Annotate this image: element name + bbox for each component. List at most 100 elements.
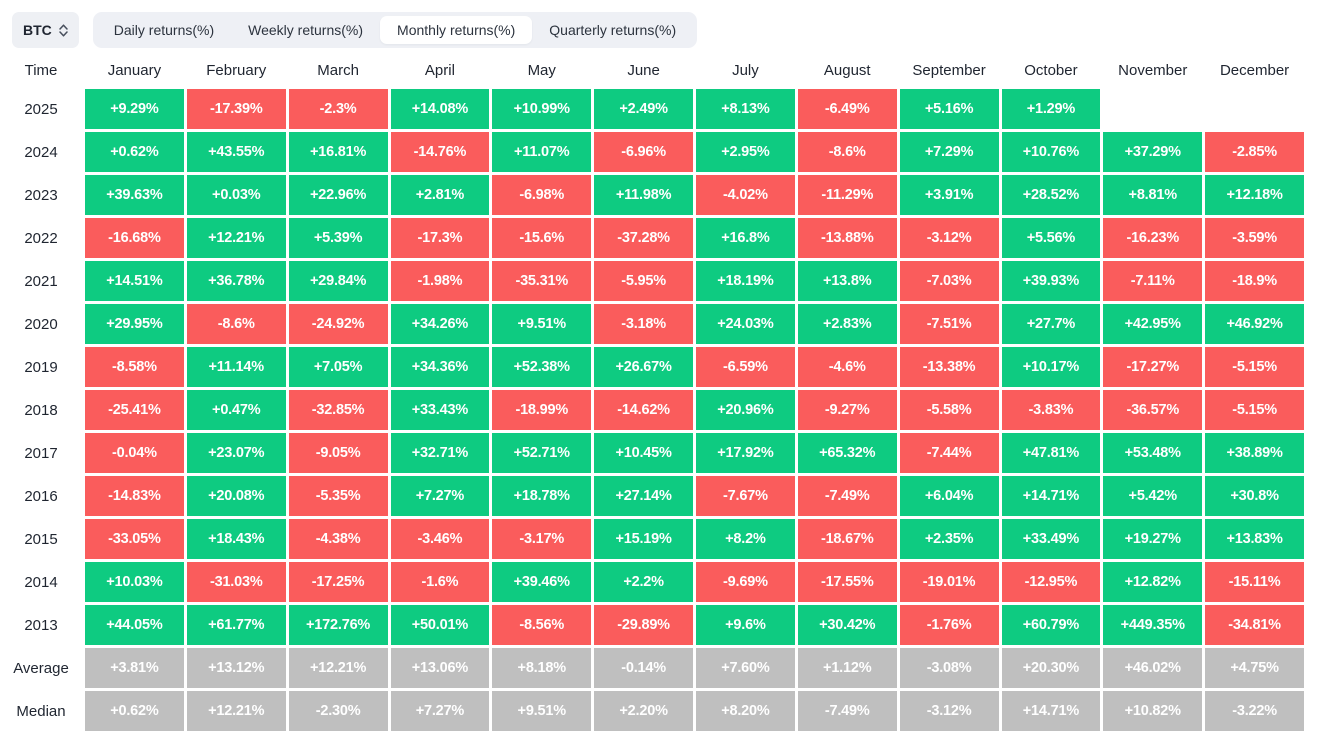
return-cell: -24.92% [288, 304, 388, 344]
column-header-may: May [527, 62, 556, 79]
return-cell: +18.19% [696, 261, 795, 301]
return-cell: +8.81% [1103, 175, 1203, 215]
return-cell: -17.27% [1103, 347, 1203, 387]
return-cell: +29.95% [85, 304, 184, 344]
return-cell: +0.03% [186, 175, 286, 215]
return-cell: +12.82% [1103, 562, 1203, 602]
return-cell: +46.92% [1205, 304, 1304, 344]
tab-quarterly[interactable]: Quarterly returns(%) [549, 22, 677, 38]
return-cell: -4.38% [288, 519, 388, 559]
return-cell: +10.76% [1001, 132, 1101, 172]
return-cell: +3.91% [899, 175, 999, 215]
return-cell: -13.88% [797, 218, 897, 258]
return-cell: +16.81% [288, 132, 388, 172]
return-cell: +7.60% [696, 648, 795, 688]
return-cell: +18.43% [186, 519, 286, 559]
return-cell: +50.01% [390, 605, 490, 645]
return-cell: -3.83% [1001, 390, 1101, 430]
row-label-2015: 2015 [24, 530, 58, 548]
return-cell: +27.7% [1001, 304, 1101, 344]
row-label-2020: 2020 [24, 315, 58, 333]
column-header-july: July [732, 62, 759, 79]
symbol-select-value: BTC [23, 22, 52, 38]
return-cell: -9.27% [797, 390, 897, 430]
return-cell: -5.15% [1205, 347, 1304, 387]
return-cell: -14.83% [85, 476, 184, 516]
column-header-november: November [1118, 62, 1188, 79]
return-cell: +1.12% [797, 648, 897, 688]
tab-monthly[interactable]: Monthly returns(%) [380, 16, 533, 44]
tab-weekly[interactable]: Weekly returns(%) [248, 22, 364, 38]
return-cell: -3.17% [492, 519, 592, 559]
return-cell: +5.39% [288, 218, 388, 258]
return-cell: +9.29% [85, 89, 184, 129]
return-cell: -9.05% [288, 433, 388, 473]
return-cell: +61.77% [186, 605, 286, 645]
return-cell: -1.76% [899, 605, 999, 645]
return-cell: -6.98% [492, 175, 592, 215]
return-cell: -16.23% [1103, 218, 1203, 258]
return-cell: +20.96% [696, 390, 795, 430]
return-cell: -5.58% [899, 390, 999, 430]
return-cell: +33.43% [390, 390, 490, 430]
return-cell: +5.42% [1103, 476, 1203, 516]
return-cell: +26.67% [594, 347, 693, 387]
return-cell: -6.96% [594, 132, 693, 172]
column-header-september: September [912, 62, 986, 79]
row-label-median: Median [16, 702, 66, 720]
return-cell: -1.6% [390, 562, 490, 602]
return-cell: -3.46% [390, 519, 490, 559]
tab-daily[interactable]: Daily returns(%) [113, 22, 215, 38]
return-cell: -2.85% [1205, 132, 1304, 172]
return-cell: +7.05% [288, 347, 388, 387]
return-cell: +34.26% [390, 304, 490, 344]
return-cell: +10.17% [1001, 347, 1101, 387]
return-cell: +9.51% [492, 304, 592, 344]
return-cell: -14.62% [594, 390, 693, 430]
return-cell: +32.71% [390, 433, 490, 473]
return-cell: +20.08% [186, 476, 286, 516]
return-cell: -31.03% [186, 562, 286, 602]
return-cell: -35.31% [492, 261, 592, 301]
return-cell: -34.81% [1205, 605, 1304, 645]
return-cell: +30.8% [1205, 476, 1304, 516]
return-cell: -18.9% [1205, 261, 1304, 301]
return-cell: +22.96% [288, 175, 388, 215]
row-label-2019: 2019 [24, 358, 58, 376]
return-cell: -16.68% [85, 218, 184, 258]
return-cell: +19.27% [1103, 519, 1203, 559]
return-cell: +33.49% [1001, 519, 1101, 559]
return-cell: -7.44% [899, 433, 999, 473]
row-label-2023: 2023 [24, 186, 58, 204]
return-cell: -15.6% [492, 218, 592, 258]
return-cell: +2.2% [594, 562, 693, 602]
return-cell: +8.18% [492, 648, 592, 688]
return-cell: +14.51% [85, 261, 184, 301]
return-cell: -8.56% [492, 605, 592, 645]
return-cell: +20.30% [1001, 648, 1101, 688]
return-cell: +14.71% [1001, 476, 1101, 516]
return-cell: -0.04% [85, 433, 184, 473]
return-cell: +18.78% [492, 476, 592, 516]
return-cell: +13.8% [797, 261, 897, 301]
return-cell: +24.03% [696, 304, 795, 344]
return-cell: -32.85% [288, 390, 388, 430]
return-cell: +43.55% [186, 132, 286, 172]
return-cell: -3.18% [594, 304, 693, 344]
return-cell: +9.51% [492, 691, 592, 731]
return-cell: +47.81% [1001, 433, 1101, 473]
return-cell: -7.67% [696, 476, 795, 516]
return-cell: +44.05% [85, 605, 184, 645]
return-cell: +9.6% [696, 605, 795, 645]
row-label-2013: 2013 [24, 616, 58, 634]
return-cell: -5.35% [288, 476, 388, 516]
column-header-time: Time [24, 62, 58, 79]
return-cell: +14.08% [390, 89, 490, 129]
return-cell: +0.47% [186, 390, 286, 430]
column-header-august: August [823, 62, 871, 79]
return-cell: -13.38% [899, 347, 999, 387]
row-label-2016: 2016 [24, 487, 58, 505]
return-cell: -7.49% [797, 691, 897, 731]
return-cell: -2.3% [288, 89, 388, 129]
symbol-select[interactable]: BTC [12, 12, 79, 48]
